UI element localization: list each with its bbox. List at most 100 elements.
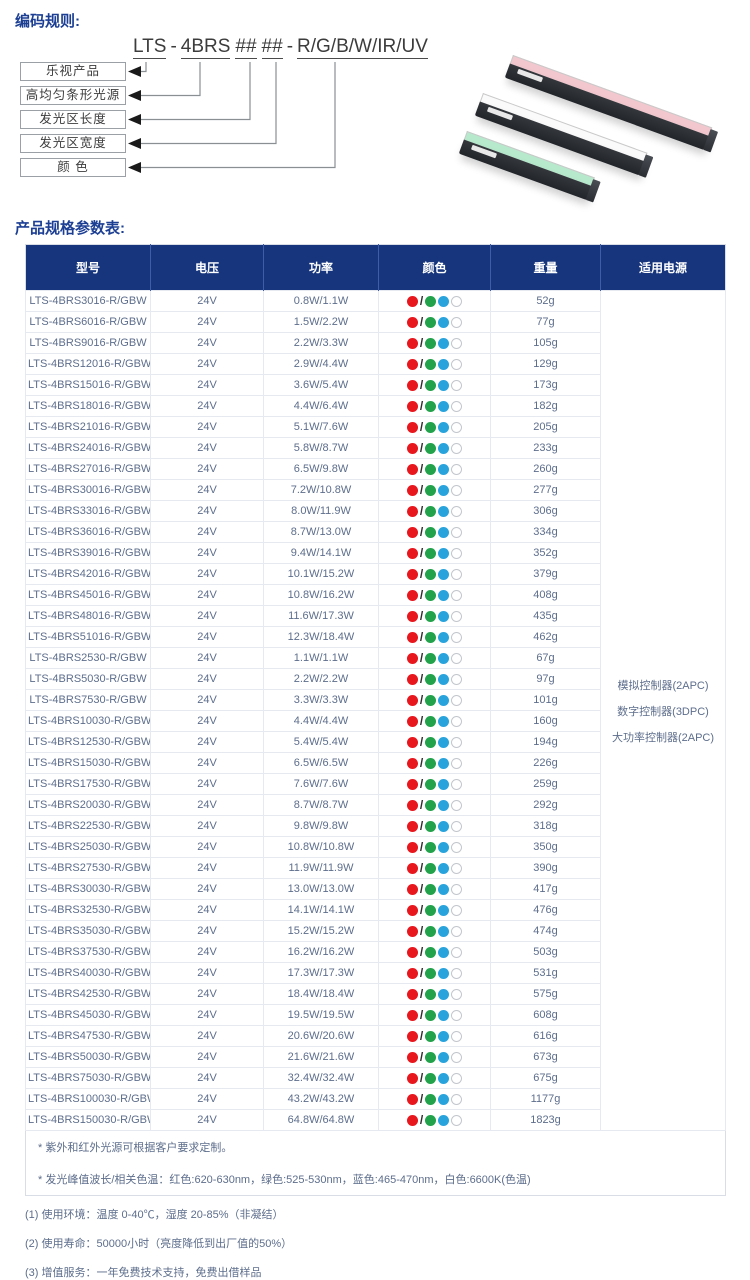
white-color-dot xyxy=(451,652,463,664)
blue-color-dot xyxy=(438,358,450,370)
weight-cell: 259g xyxy=(490,773,601,795)
spec-row: LTS-4BRS45016-R/GBW 24V 10.8W/16.2W / 408g xyxy=(25,584,726,606)
color-slash: / xyxy=(419,546,424,560)
green-color-dot xyxy=(425,1009,437,1021)
red-color-dot xyxy=(406,967,418,979)
white-color-dot xyxy=(451,778,463,790)
spec-row: LTS-4BRS100030-R/GBW 24V 43.2W/43.2W / 1177g xyxy=(25,1088,726,1110)
power-cell: 0.8W/1.1W xyxy=(263,290,379,312)
green-color-dot xyxy=(425,904,437,916)
model-cell: LTS-4BRS32530-R/GBW xyxy=(25,899,151,921)
power-cell: 7.6W/7.6W xyxy=(263,773,379,795)
blue-color-dot xyxy=(438,799,450,811)
weight-cell: 503g xyxy=(490,941,601,963)
table-note: * 紫外和红外光源可根据客户要求定制。 xyxy=(38,1142,233,1154)
model-cell: LTS-4BRS39016-R/GBW xyxy=(25,542,151,564)
white-color-dot xyxy=(451,484,463,496)
color-slash: / xyxy=(419,357,424,371)
color-slash: / xyxy=(419,1029,424,1043)
green-color-dot xyxy=(425,673,437,685)
color-options-cell: / xyxy=(378,437,491,459)
weight-cell: 616g xyxy=(490,1025,601,1047)
blue-color-dot xyxy=(438,400,450,412)
green-color-dot xyxy=(425,1072,437,1084)
spec-row: LTS-4BRS3016-R/GBW 24V 0.8W/1.1W/52g 模拟控制器(… xyxy=(25,290,726,1131)
power-cell: 5.4W/5.4W xyxy=(263,731,379,753)
blue-color-dot xyxy=(438,736,450,748)
voltage-cell: 24V xyxy=(150,1004,264,1026)
voltage-cell: 24V xyxy=(150,605,264,627)
white-color-dot xyxy=(451,841,463,853)
color-slash: / xyxy=(419,798,424,812)
red-color-dot xyxy=(406,820,418,832)
color-options-cell: / xyxy=(378,857,491,879)
color-slash: / xyxy=(419,420,424,434)
weight-cell: 675g xyxy=(490,1067,601,1089)
weight-cell: 205g xyxy=(490,416,601,438)
blue-color-dot xyxy=(438,316,450,328)
coding-rules-title: 编码规则: xyxy=(15,13,80,30)
white-color-dot xyxy=(451,694,463,706)
blue-color-dot xyxy=(438,1051,450,1063)
color-options-cell: / xyxy=(378,710,491,732)
color-options-cell: / xyxy=(378,584,491,606)
voltage-cell: 24V xyxy=(150,521,264,543)
label-box-brand: 乐视产品 xyxy=(20,62,126,81)
spec-table: 型号 电压 功率 颜色 重量 适用电源 LTS-4BRS3016-R/GBW 24… xyxy=(25,244,726,1196)
power-cell: 6.5W/9.8W xyxy=(263,458,379,480)
power-cell: 9.8W/9.8W xyxy=(263,815,379,837)
color-options-cell: / xyxy=(378,479,491,501)
red-color-dot xyxy=(406,757,418,769)
red-color-dot xyxy=(406,1051,418,1063)
weight-cell: 1177g xyxy=(490,1088,601,1110)
blue-color-dot xyxy=(438,505,450,517)
model-cell: LTS-4BRS75030-R/GBW xyxy=(25,1067,151,1089)
white-color-dot xyxy=(451,631,463,643)
color-options-cell: / xyxy=(378,416,491,438)
model-cell: LTS-4BRS35030-R/GBW xyxy=(25,920,151,942)
blue-color-dot xyxy=(438,820,450,832)
green-color-dot xyxy=(425,757,437,769)
code-segment-length: ## xyxy=(235,36,257,59)
model-cell: LTS-4BRS2530-R/GBW xyxy=(25,647,151,669)
color-slash: / xyxy=(419,1092,424,1106)
power-supply-option: 数字控制器(3DPC) xyxy=(617,705,709,718)
white-color-dot xyxy=(451,526,463,538)
red-color-dot xyxy=(406,400,418,412)
voltage-cell: 24V xyxy=(150,1025,264,1047)
power-cell: 19.5W/19.5W xyxy=(263,1004,379,1026)
blue-color-dot xyxy=(438,610,450,622)
voltage-cell: 24V xyxy=(150,689,264,711)
blue-color-dot xyxy=(438,1009,450,1021)
voltage-cell: 24V xyxy=(150,752,264,774)
green-color-dot xyxy=(425,841,437,853)
red-color-dot xyxy=(406,568,418,580)
green-color-dot xyxy=(425,652,437,664)
color-slash: / xyxy=(419,483,424,497)
power-cell: 10.8W/10.8W xyxy=(263,836,379,858)
blue-color-dot xyxy=(438,778,450,790)
voltage-cell: 24V xyxy=(150,983,264,1005)
green-color-dot xyxy=(425,421,437,433)
white-color-dot xyxy=(451,1114,463,1126)
red-color-dot xyxy=(406,988,418,1000)
footnote-lifetime: (2) 使用寿命：50000小时（亮度降低到出厂值的50%） xyxy=(25,1238,293,1250)
red-color-dot xyxy=(406,547,418,559)
voltage-cell: 24V xyxy=(150,773,264,795)
spec-row: LTS-4BRS40030-R/GBW 24V 17.3W/17.3W / 531g xyxy=(25,962,726,984)
power-cell: 21.6W/21.6W xyxy=(263,1046,379,1068)
power-cell: 20.6W/20.6W xyxy=(263,1025,379,1047)
white-color-dot xyxy=(451,1009,463,1021)
coding-rules-section: 编码规则: LTS -4BRS ## ## - R/G/B/W/IR/UV 乐视产品 高均… xyxy=(0,0,750,207)
model-cell: LTS-4BRS27016-R/GBW xyxy=(25,458,151,480)
model-cell: LTS-4BRS21016-R/GBW xyxy=(25,416,151,438)
white-color-dot xyxy=(451,1051,463,1063)
voltage-cell: 24V xyxy=(150,836,264,858)
voltage-cell: 24V xyxy=(150,920,264,942)
model-cell: LTS-4BRS20030-R/GBW xyxy=(25,794,151,816)
power-cell: 2.2W/3.3W xyxy=(263,332,379,354)
power-cell: 4.4W/4.4W xyxy=(263,710,379,732)
spec-row: LTS-4BRS17530-R/GBW 24V 7.6W/7.6W / 259g xyxy=(25,773,726,795)
color-options-cell: / xyxy=(378,1067,491,1089)
green-color-dot xyxy=(425,736,437,748)
